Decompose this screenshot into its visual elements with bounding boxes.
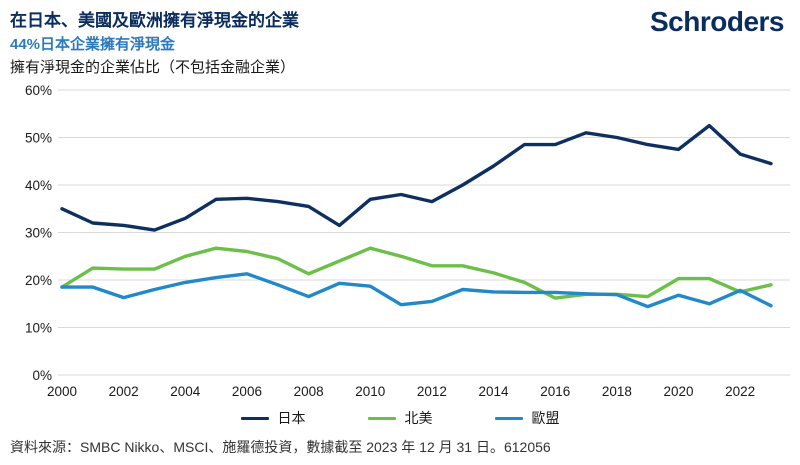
x-axis-tick-label: 2016 (540, 384, 570, 399)
chart-legend: 日本 北美 歐盟 (0, 407, 800, 429)
x-axis-tick-label: 2010 (355, 384, 385, 399)
y-axis-tick-label: 0% (32, 368, 52, 383)
x-axis-tick-label: 2022 (725, 384, 755, 399)
y-axis-tick-label: 40% (25, 178, 52, 193)
x-axis-tick-label: 2000 (47, 384, 77, 399)
x-axis-tick-label: 2002 (109, 384, 139, 399)
chart-header: 在日本、美國及歐洲擁有淨現金的企業 44%日本企業擁有淨現金 擁有淨現金的企業佔… (0, 0, 800, 77)
x-axis-tick-label: 2018 (602, 384, 632, 399)
x-axis-tick-label: 2008 (294, 384, 324, 399)
legend-line-swatch (240, 416, 269, 420)
x-axis-tick-label: 2004 (170, 384, 201, 399)
legend-label: 日本 (277, 410, 306, 427)
net-cash-line-chart: 0% 10% 20% 30% 40% 50% 60% 2000 2002 2004 2006 2008… (25, 83, 790, 399)
legend-label: 北美 (404, 410, 433, 427)
y-axis-tick-label: 30% (25, 226, 52, 241)
legend-item: 日本 (240, 408, 306, 428)
y-axis-tick-label: 50% (25, 131, 52, 146)
y-axis-tick-label: 10% (25, 321, 52, 336)
legend-line-swatch (367, 416, 396, 420)
source-note: 資料來源：SMBC Nikko、MSCI、施羅德投資，數據截至 2023 年 1… (10, 439, 551, 456)
y-axis-tick-label: 60% (25, 83, 52, 98)
schroders-logo: Schroders (650, 6, 785, 37)
legend-item: 歐盟 (494, 408, 560, 428)
x-axis-tick-label: 2014 (479, 384, 510, 399)
x-axis-tick-label: 2006 (232, 384, 262, 399)
series-line-歐盟 (60, 272, 773, 309)
legend-line-swatch (494, 416, 523, 420)
series-line-北美 (60, 246, 773, 300)
legend-label: 歐盟 (531, 410, 560, 427)
series-line-日本 (60, 123, 773, 232)
x-axis-tick-label: 2012 (417, 384, 447, 399)
chart-area: 0% 10% 20% 30% 40% 50% 60% 2000 2002 2004 2006 2008… (0, 77, 800, 409)
page-title: 在日本、美國及歐洲擁有淨現金的企業 (10, 11, 299, 30)
legend-item: 北美 (367, 408, 433, 428)
x-axis-tick-label: 2020 (663, 384, 693, 399)
y-axis-tick-label: 20% (25, 273, 52, 288)
chart-subtitle: 44%日本企業擁有淨現金 (10, 36, 176, 54)
axis-note: 擁有淨現金的企業佔比（不包括金融企業） (10, 58, 296, 76)
